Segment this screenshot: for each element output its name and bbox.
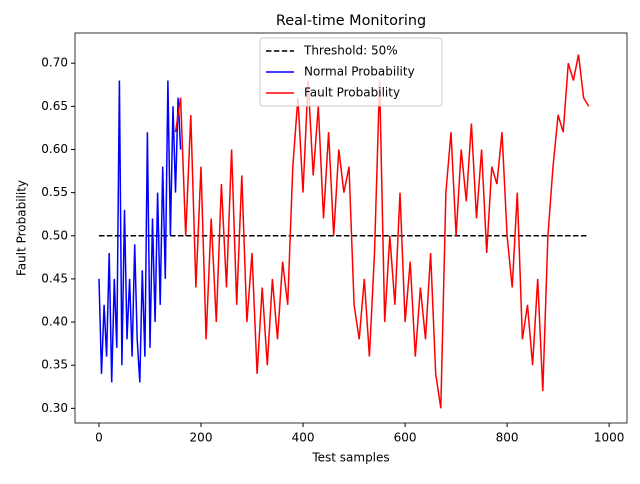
legend-label: Threshold: 50%	[303, 44, 398, 58]
x-tick-label: 1000	[594, 431, 625, 445]
x-tick-label: 400	[292, 431, 315, 445]
x-tick-label: 600	[394, 431, 417, 445]
y-tick-label: 0.50	[41, 228, 68, 242]
legend-label: Normal Probability	[304, 65, 415, 79]
y-axis-label: Fault Probability	[15, 180, 29, 276]
line-series	[98, 80, 182, 383]
y-tick-label: 0.70	[41, 56, 68, 70]
x-tick-label: 0	[95, 431, 103, 445]
y-tick-label: 0.35	[41, 358, 68, 372]
y-tick-label: 0.60	[41, 142, 68, 156]
x-axis-label: Test samples	[311, 451, 389, 465]
y-tick-label: 0.30	[41, 401, 68, 415]
chart-title: Real-time Monitoring	[276, 13, 426, 29]
y-tick-label: 0.55	[41, 185, 68, 199]
legend-box	[259, 37, 443, 107]
legend-label: Fault Probability	[304, 86, 400, 100]
y-tick-label: 0.40	[41, 315, 68, 329]
line-series	[174, 54, 590, 409]
y-tick-label: 0.45	[41, 271, 68, 285]
axes-frame	[74, 32, 628, 424]
x-tick-label: 200	[190, 431, 213, 445]
y-tick-label: 0.65	[41, 99, 68, 113]
x-tick-label: 800	[496, 431, 519, 445]
